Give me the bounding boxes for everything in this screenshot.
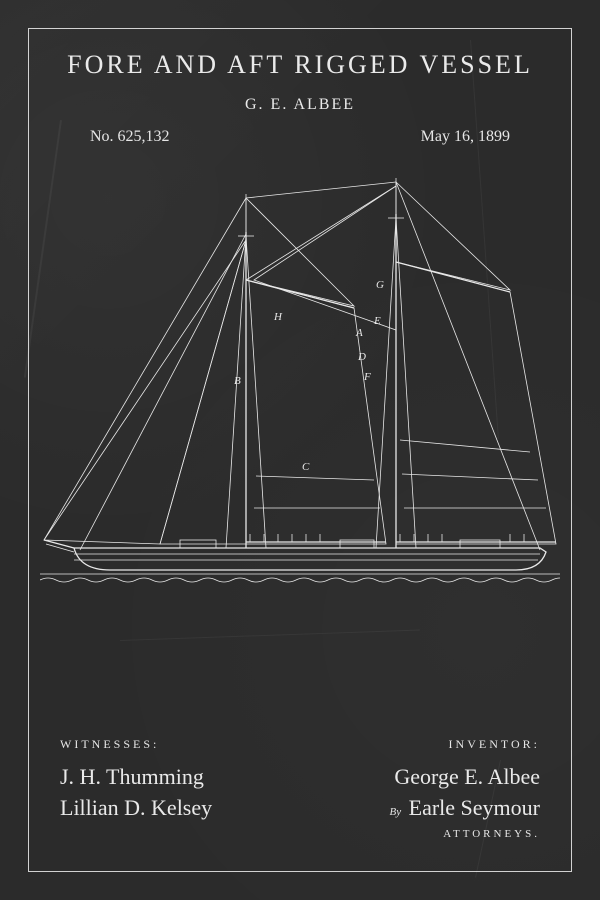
witnesses-block: WITNESSES: J. H. Thumming Lillian D. Kel… [60,737,212,840]
part-label: E [373,315,381,327]
deck-rails [250,534,524,542]
inventor-block: INVENTOR: George E. Albee By Earle Seymo… [390,737,540,840]
sail-main-topmast-staysail [254,186,396,330]
header-subline: No. 625,132 May 16, 1899 [0,128,600,146]
patent-title: FORE AND AFT RIGGED VESSEL [0,50,600,80]
part-label: G [376,279,384,291]
part-label: H [273,311,283,323]
attorney-signature: Earle Seymour [409,795,540,820]
inventor-name: G. E. ALBEE [0,96,600,114]
waterline [40,574,560,582]
part-label: B [234,375,241,387]
patent-page: FORE AND AFT RIGGED VESSEL G. E. ALBEE N… [0,0,600,900]
header: FORE AND AFT RIGGED VESSEL G. E. ALBEE N… [0,50,600,146]
hull [44,534,546,570]
sails [44,182,556,544]
part-label: D [357,351,366,363]
witnesses-label: WITNESSES: [60,737,212,752]
inventor-label: INVENTOR: [449,737,540,752]
attorney-line: By Earle Seymour [390,793,540,824]
witness-signature: Lillian D. Kelsey [60,793,212,824]
witness-signature: J. H. Thumming [60,762,212,793]
reef-bands [254,440,546,508]
footer: WITNESSES: J. H. Thumming Lillian D. Kel… [60,737,540,840]
part-labels: A B C D E F G H [234,279,384,473]
sail-fore-topsail [246,198,354,306]
part-label: F [363,371,371,383]
stays [44,182,540,550]
part-label: A [355,327,363,339]
sail-foresail [246,280,386,544]
by-prefix: By [390,806,402,818]
sail-mainsail [396,262,556,544]
sail-main-topsail [396,182,510,290]
patent-date: May 16, 1899 [421,128,510,146]
patent-number: No. 625,132 [90,128,170,146]
sail-fore-staysail [160,240,246,544]
part-label: C [302,461,310,473]
vessel-figure: A B C D E F G H [40,170,560,610]
inventor-signature: George E. Albee [394,762,540,793]
vessel-svg: A B C D E F G H [40,170,560,610]
sail-jib [44,240,246,544]
attorneys-label: ATTORNEYS. [443,828,540,840]
